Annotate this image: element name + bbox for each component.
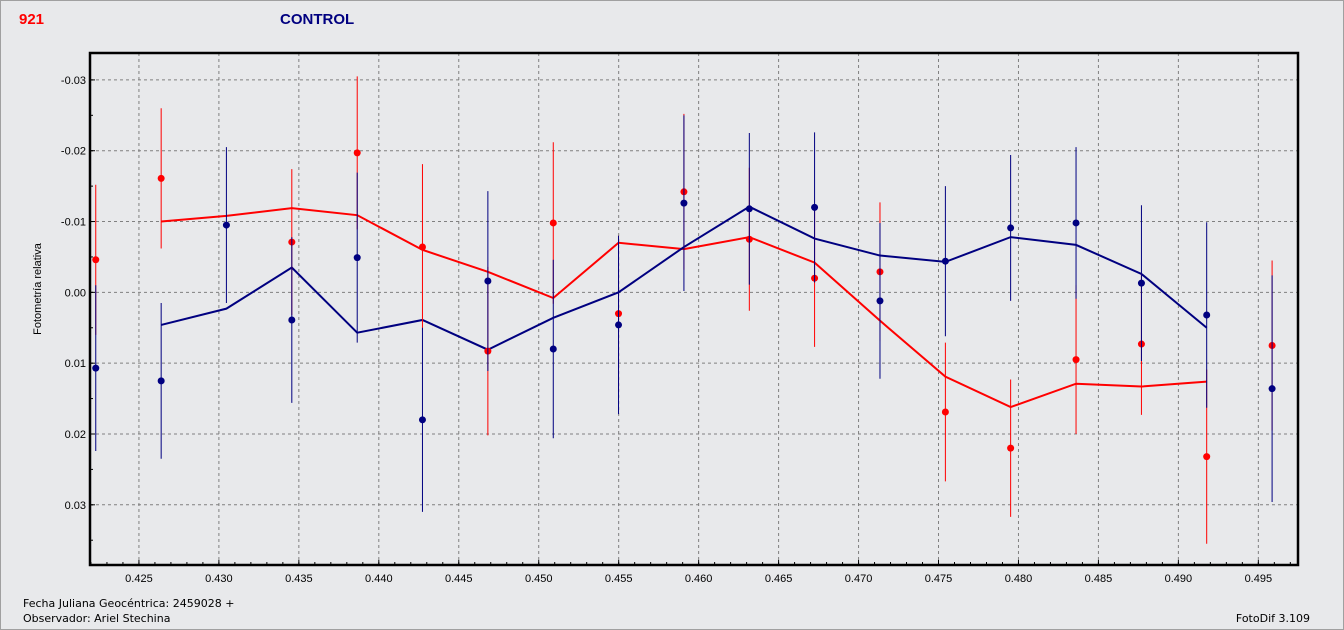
observer-label: Observador: Ariel Stechina [23,612,171,625]
red-data-point [418,243,426,251]
y-tick-label: -0.03 [61,75,86,87]
blue-data-point [1137,279,1145,287]
blue-data-point [1268,385,1276,393]
blue-data-point [353,254,361,262]
x-tick-label: 0.490 [1165,573,1193,585]
red-data-point [941,408,949,416]
star-id-label: 921 [19,11,45,28]
x-tick-label: 0.430 [205,573,233,585]
red-data-point [92,256,100,264]
chart-title: CONTROL [280,11,355,28]
x-tick-label: 0.450 [525,573,553,585]
x-tick-label: 0.425 [125,573,153,585]
blue-data-point [1072,219,1080,227]
y-tick-label: 0.01 [65,358,86,370]
red-data-point [1203,453,1211,461]
y-tick-label: 0.00 [65,287,86,299]
red-data-point [549,219,557,227]
blue-data-point [484,277,492,285]
plot-frame [88,51,1300,567]
y-tick-label: -0.01 [61,217,86,229]
x-tick-label: 0.465 [765,573,793,585]
x-tick-label: 0.435 [285,573,313,585]
x-tick-label: 0.480 [1005,573,1033,585]
x-tick-label: 0.485 [1085,573,1113,585]
x-tick-label: 0.495 [1245,573,1273,585]
blue-data-point [1203,311,1211,319]
x-tick-label: 0.475 [925,573,953,585]
blue-data-point [92,364,100,372]
blue-data-point [941,257,949,265]
y-tick-label: -0.02 [61,146,86,158]
x-tick-label: 0.445 [445,573,473,585]
red-data-point [353,149,361,157]
blue-data-point [157,377,165,385]
blue-data-point [811,203,819,211]
blue-data-point [549,345,557,353]
y-axis-label: Fotometría relativa [32,242,44,335]
y-tick-label: 0.02 [65,429,86,441]
red-data-point [157,174,165,182]
red-data-point [1072,356,1080,364]
blue-data-point [288,316,296,324]
x-tick-label: 0.470 [845,573,873,585]
red-data-point [1007,444,1015,452]
blue-data-point [680,199,688,207]
date-label: Fecha Juliana Geocéntrica: 2459028 + [23,597,235,610]
software-version: FotoDif 3.109 [1235,612,1310,625]
x-tick-label: 0.460 [685,573,713,585]
y-tick-label: 0.03 [65,500,86,512]
blue-data-point [1007,224,1015,232]
blue-data-point [418,416,426,424]
blue-data-point [745,205,753,213]
blue-data-point [615,321,623,329]
blue-data-point [222,221,230,229]
x-tick-label: 0.440 [365,573,393,585]
x-tick-label: 0.455 [605,573,633,585]
blue-data-point [876,297,884,305]
